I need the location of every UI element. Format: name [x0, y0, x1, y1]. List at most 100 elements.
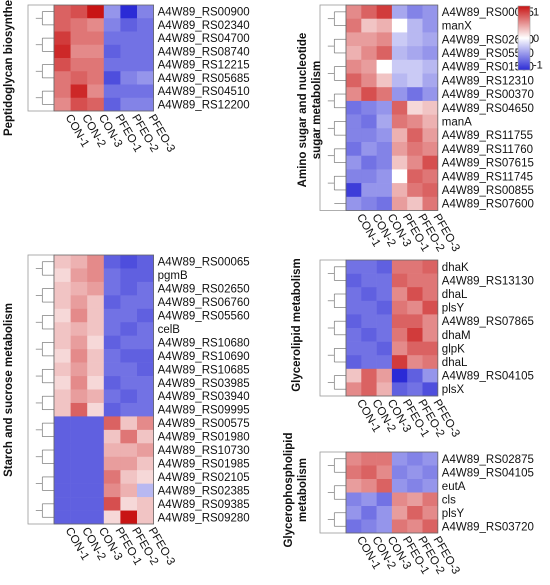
heatmap-cell	[103, 376, 121, 390]
heatmap-cell	[70, 402, 88, 417]
panel-title-line: Glycerophospholipid	[283, 432, 295, 547]
heatmap-cell	[70, 84, 88, 99]
heatmap-cell	[361, 196, 377, 211]
legend-tick-label: 1	[533, 6, 539, 18]
heatmap-cell	[376, 73, 393, 88]
heatmap-cell	[361, 32, 377, 47]
row-label: A4W89_RS02875	[442, 454, 534, 466]
heatmap-cell	[422, 506, 439, 520]
heatmap-cell	[391, 59, 408, 74]
row-label: manX	[442, 21, 472, 33]
heatmap-cell	[70, 281, 88, 296]
heatmap-cell	[346, 465, 362, 480]
heatmap-cell	[54, 456, 71, 471]
heatmap-cell	[407, 114, 423, 129]
heatmap-cell	[422, 18, 439, 33]
heatmap-cell	[407, 100, 423, 115]
heatmap-cell	[103, 18, 121, 32]
row-label: eutA	[442, 481, 466, 493]
heatmap-cell	[391, 46, 408, 61]
heatmap-cell	[103, 429, 121, 444]
heatmap-cell	[103, 295, 121, 310]
heatmap-cell	[391, 300, 408, 315]
heatmap-cell	[87, 295, 105, 310]
heatmap-cell	[376, 452, 393, 466]
heatmap-cell	[376, 128, 393, 143]
heatmap-cell	[422, 142, 439, 156]
heatmap-cell	[346, 183, 362, 198]
heatmap-cell	[376, 382, 393, 397]
heatmap-cell	[346, 5, 362, 19]
heatmap-cell	[391, 452, 408, 466]
heatmap-cell	[70, 429, 88, 444]
heatmap-cell	[422, 5, 439, 19]
heatmap-cell	[407, 452, 423, 466]
heatmap-cell	[103, 362, 121, 377]
heatmap-cell	[103, 456, 121, 471]
row-label: A4W89_RS09385	[158, 499, 250, 511]
heatmap-cell	[346, 260, 362, 274]
heatmap-cell	[376, 100, 393, 115]
heatmap-cell	[137, 497, 154, 511]
heatmap-cell	[137, 335, 154, 350]
row-label: A4W89_RS09995	[158, 405, 250, 417]
heatmap-cell	[422, 169, 439, 184]
heatmap-cell	[422, 73, 439, 88]
row-dendrogram	[319, 259, 347, 397]
row-label: A4W89_RS02340	[158, 20, 250, 32]
heatmap-cell	[407, 169, 423, 184]
heatmap-cell	[407, 465, 423, 480]
heatmap-cell	[120, 71, 138, 85]
heatmap-cell	[361, 341, 377, 356]
heatmap-cell	[391, 32, 408, 47]
heatmap-cell	[391, 128, 408, 143]
heatmap-cell	[346, 169, 362, 184]
heatmap-cell	[120, 18, 138, 32]
heatmap-cell	[103, 510, 121, 525]
heatmap-cell	[87, 456, 105, 471]
row-label: A4W89_RS02385	[158, 485, 250, 497]
heatmap-cell	[422, 32, 439, 47]
heatmap-cell	[376, 341, 393, 356]
heatmap-cell	[120, 497, 138, 511]
heatmap-cell	[376, 355, 393, 370]
row-label: A4W89_RS00370	[442, 89, 534, 101]
row-label: glpK	[442, 343, 465, 355]
row-label: A4W89_RS04650	[442, 103, 534, 115]
row-label: A4W89_RS04105	[442, 371, 534, 383]
row-label: A4W89_RS05685	[158, 73, 250, 85]
heatmap-cell	[407, 355, 423, 370]
heatmap-cell	[376, 314, 393, 329]
heatmap-cell	[70, 389, 88, 404]
heatmap-cell	[407, 519, 423, 534]
heatmap-cell	[54, 97, 71, 112]
row-label: A4W89_RS03940	[158, 391, 250, 403]
heatmap-cell	[120, 470, 138, 484]
heatmap-cell	[346, 479, 362, 493]
heatmap-cell	[422, 114, 439, 129]
heatmap-cell	[346, 492, 362, 507]
heatmap-cell	[407, 5, 423, 19]
heatmap-cell	[120, 483, 138, 498]
heatmap-cell	[361, 46, 377, 61]
heatmap-cell	[361, 328, 377, 342]
legend-tick-label: -1	[533, 60, 543, 72]
panel-title-line: Glycerolipid metabolism	[291, 258, 303, 392]
heatmap-cell	[407, 196, 423, 211]
heatmap-cell	[87, 335, 105, 350]
heatmap-cell	[54, 497, 71, 511]
heatmap-cell	[391, 382, 408, 397]
heatmap-cell	[391, 519, 408, 534]
heatmap-cell	[87, 510, 105, 525]
heatmap-cell	[376, 196, 393, 211]
heatmap-cell	[87, 18, 105, 32]
heatmap-cell	[391, 341, 408, 356]
heatmap-cells	[53, 4, 154, 112]
color-legend: 1 0 -1	[517, 5, 543, 72]
heatmap-cell	[407, 73, 423, 88]
heatmap-cell	[103, 497, 121, 511]
heatmap-cell	[70, 308, 88, 323]
